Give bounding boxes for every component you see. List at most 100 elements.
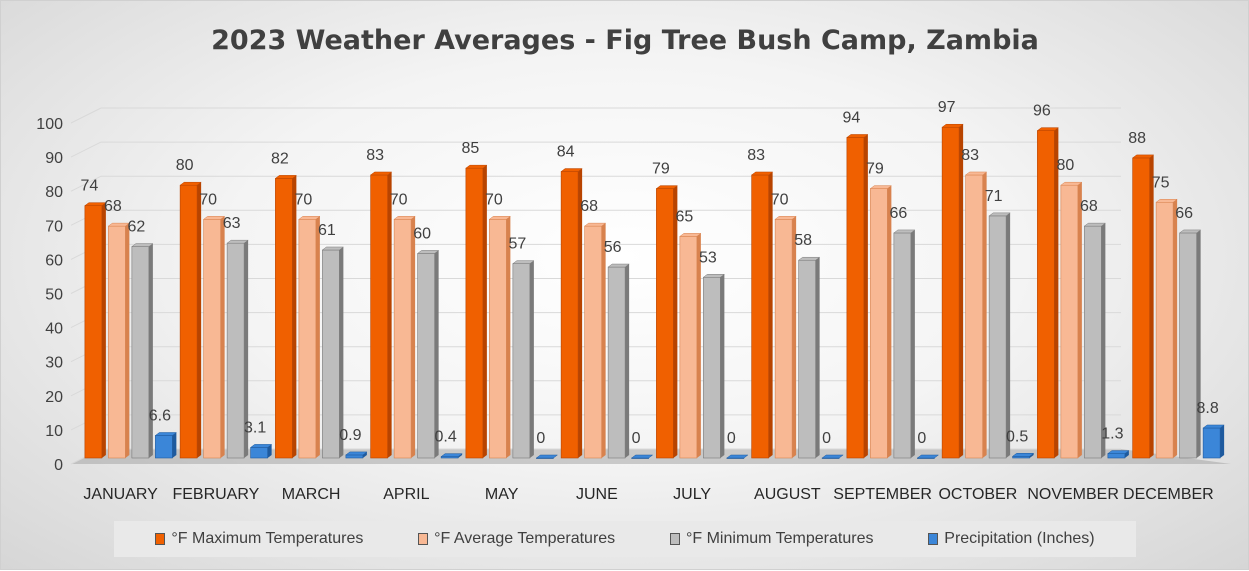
bar-front [370, 174, 388, 459]
bar-top [1083, 222, 1107, 227]
bar [726, 454, 749, 459]
data-label: 96 [1033, 103, 1051, 120]
bar [465, 164, 488, 459]
bar-top [369, 171, 393, 176]
data-label: 83 [747, 147, 765, 164]
bar-side [982, 171, 987, 458]
bar [512, 260, 535, 459]
bar [941, 123, 964, 459]
bar [393, 216, 416, 459]
bar-side [220, 216, 225, 458]
bar-top [84, 202, 107, 206]
bar-top [1107, 450, 1130, 454]
bar [1060, 181, 1083, 459]
bar-side [1196, 229, 1201, 458]
x-tick-label: MAY [485, 486, 519, 503]
bar-top [416, 250, 440, 254]
bar-front [250, 447, 268, 459]
bar-side [434, 250, 439, 458]
bar-front [1060, 184, 1079, 459]
bar [607, 263, 630, 459]
bar-top [535, 454, 559, 459]
bar [131, 243, 154, 459]
data-label: 74 [80, 178, 98, 195]
bar-top [154, 432, 178, 436]
data-label: 70 [485, 191, 503, 208]
data-label: 0.5 [1006, 428, 1028, 445]
bar-front [226, 242, 245, 459]
bar [560, 168, 583, 459]
bar-side [959, 124, 964, 458]
bar-front [846, 137, 865, 459]
bar [797, 256, 821, 459]
y-tick-label: 60 [45, 252, 63, 269]
bar [630, 454, 654, 459]
bar [893, 229, 916, 459]
bar [202, 216, 226, 459]
bar [84, 202, 107, 459]
bar-side [863, 134, 868, 458]
bar-side [720, 274, 725, 458]
bar-top [202, 216, 226, 220]
data-label: 8.8 [1197, 400, 1219, 417]
x-tick-label: DECEMBER [1123, 486, 1214, 503]
bar [1036, 127, 1060, 459]
bar-side [197, 182, 202, 458]
x-tick-label: FEBRUARY [172, 486, 259, 503]
y-tick-label: 10 [45, 423, 63, 440]
bar-side [267, 444, 272, 458]
bar [583, 222, 607, 459]
bar-top [249, 444, 273, 448]
bar-front [751, 174, 769, 459]
bar [274, 175, 298, 459]
bar-side [362, 451, 367, 458]
bar-front [656, 188, 674, 459]
bar-top [345, 451, 368, 456]
bar-top [964, 171, 988, 176]
legend-swatch [669, 533, 680, 545]
bar [107, 222, 131, 459]
bar-top [440, 453, 463, 457]
bar-top [298, 216, 321, 220]
bar-side [673, 185, 678, 459]
bar-front [1155, 201, 1174, 459]
bar [249, 444, 273, 459]
bar-side [125, 223, 130, 458]
data-label: 66 [1175, 205, 1193, 222]
bar-top [512, 260, 535, 264]
bar-front [417, 253, 435, 459]
bar-side [411, 216, 416, 458]
data-label: 88 [1128, 130, 1146, 147]
bar-front [275, 178, 293, 459]
bar [345, 451, 368, 459]
bar-top [488, 216, 512, 220]
bar-top [1011, 453, 1035, 457]
x-tick-label: OCTOBER [938, 486, 1017, 503]
data-label: 85 [461, 140, 479, 157]
legend-label: °F Average Temperatures [434, 530, 616, 547]
data-label: 6.6 [149, 407, 171, 424]
data-label: 61 [318, 222, 336, 239]
bar-front [1202, 427, 1221, 459]
bar [488, 216, 512, 459]
data-label: 94 [842, 109, 860, 126]
data-label: 70 [390, 191, 408, 208]
data-label: 3.1 [244, 419, 266, 436]
bar-top [274, 175, 298, 179]
bar-top [179, 181, 202, 186]
bar-top [988, 212, 1011, 217]
bar-side [792, 216, 797, 458]
bar-side [1054, 127, 1059, 458]
legend-swatch [418, 533, 429, 545]
legend-item: °F Minimum Temperatures [669, 530, 873, 548]
data-label: 68 [104, 198, 122, 215]
x-tick-label: JANUARY [83, 486, 158, 503]
bar-side [1124, 450, 1129, 458]
bar-front [155, 435, 173, 459]
bar [298, 216, 321, 459]
data-label: 70 [294, 191, 312, 208]
bar-side [387, 171, 392, 458]
bar-front [393, 219, 412, 459]
data-label: 1.3 [1101, 426, 1123, 443]
gridline-depth [70, 141, 102, 158]
